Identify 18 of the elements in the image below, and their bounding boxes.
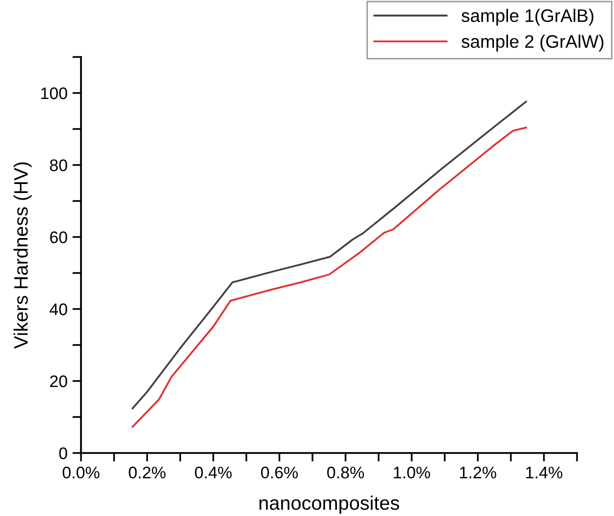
y-axis-title: Vikers Hardness (HV) (14, 162, 32, 349)
y-tick-label: 80 (50, 159, 68, 172)
x-axis-title: nanocomposites (259, 496, 400, 514)
legend-label: sample 2 (GrAlW) (462, 34, 604, 52)
y-tick-label: 60 (50, 231, 68, 244)
x-tick-label: 0.0% (62, 466, 100, 478)
x-tick-label: 1.4% (526, 466, 562, 478)
x-tick-label: 0.8% (327, 466, 364, 478)
x-tick-label: 1.0% (394, 466, 430, 478)
y-tick-label: 20 (50, 375, 68, 388)
x-tick-label: 1.2% (460, 466, 496, 478)
x-tick-label: 0.4% (194, 466, 232, 478)
x-tick-label: 0.2% (128, 466, 166, 478)
x-tick-label: 0.6% (261, 466, 298, 478)
legend-label: sample 1(GrAlB) (462, 8, 594, 26)
y-tick-label: 0 (59, 447, 68, 460)
y-tick-label: 100 (41, 87, 68, 100)
y-tick-label: 40 (50, 303, 68, 316)
